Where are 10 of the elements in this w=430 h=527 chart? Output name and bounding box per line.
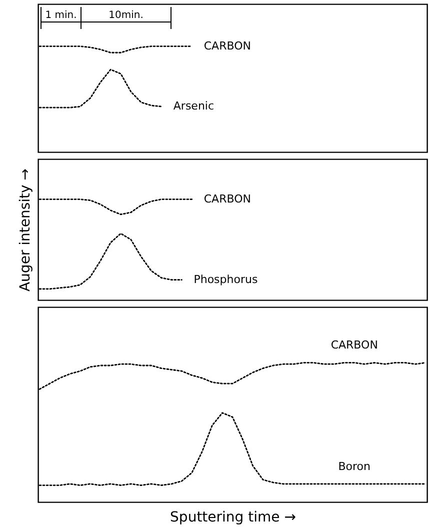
series-label: CARBON	[330, 338, 378, 352]
series-label: Phosphorus	[194, 272, 258, 286]
series-label: Arsenic	[173, 100, 214, 113]
series-label: CARBON	[204, 192, 251, 206]
series-label: Boron	[338, 460, 371, 473]
text: 10min.	[108, 10, 144, 21]
text: 1 min.	[45, 10, 77, 21]
series-label: CARBON	[204, 39, 251, 52]
x-axis-title: Sputtering time →	[170, 510, 296, 526]
y-axis-title: Auger intensity →	[18, 168, 34, 292]
